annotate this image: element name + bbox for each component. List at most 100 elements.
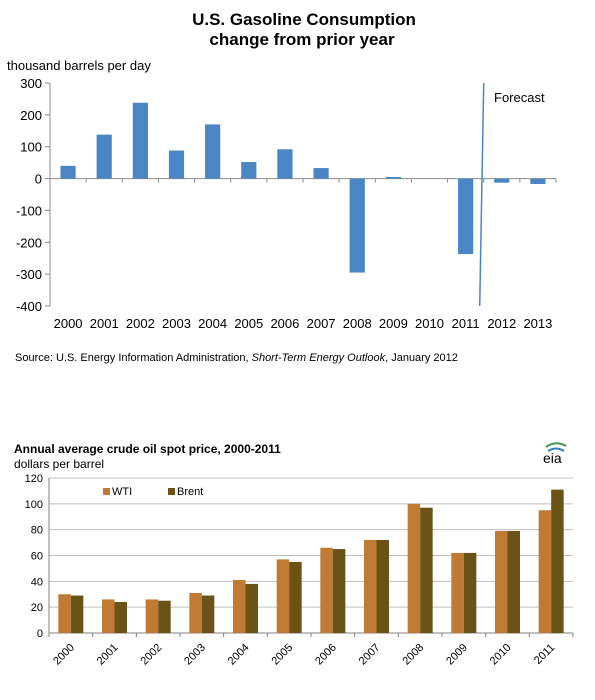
source-note: Source: U.S. Energy Information Administ… [15,352,458,364]
wti-bar-2008 [407,503,421,633]
eia-logo-arc-1 [545,442,567,448]
bottom-x-label-2006: 2006 [313,642,339,668]
eia-logo-text: eia [543,450,562,466]
gasoline-bar-2004 [205,124,221,179]
top-x-label-2013: 2013 [523,316,552,331]
top-chart-title-line1: U.S. Gasoline Consumption [192,10,416,29]
top-x-label-2000: 2000 [54,316,83,331]
brent-bar-2008 [420,507,433,633]
bottom-x-label-2011: 2011 [532,642,557,667]
bottom-x-label-2000: 2000 [51,642,77,668]
brent-bar-2006 [332,549,346,633]
bottom-x-label-2009: 2009 [444,642,470,668]
wti-bar-2002 [145,599,159,633]
top-y-tick-label: 100 [20,140,42,155]
bottom-y-tick-label: 20 [31,602,43,614]
top-y-tick-label: 200 [20,108,42,123]
wti-bar-2009 [451,552,464,633]
gasoline-bar-2005 [241,162,257,179]
top-x-label-2001: 2001 [90,316,119,331]
gasoline-bar-2001 [96,134,112,179]
source-prefix: Source: U.S. Energy Information Administ… [15,352,252,364]
gasoline-bar-2002 [132,102,148,179]
bottom-y-tick-label: 100 [25,499,43,511]
bottom-x-label-2008: 2008 [400,642,426,668]
gasoline-bar-2009 [385,176,401,179]
source-suffix: , January 2012 [385,352,458,364]
bottom-x-label-2010: 2010 [488,642,514,668]
top-x-label-2006: 2006 [270,316,299,331]
top-x-label-2007: 2007 [307,316,336,331]
gasoline-bar-2000 [60,165,76,179]
bottom-legend: WTI Brent [103,486,203,498]
wti-bar-2010 [495,530,508,633]
top-y-tick-label: 300 [20,76,42,91]
legend-swatch-wti [103,488,110,495]
bottom-x-label-2003: 2003 [182,642,208,668]
top-x-axis: 2000 2001 2002 2003 2004 2005 2006 2007 2008 2009… [54,316,553,331]
top-y-tick-label: -200 [16,235,42,250]
wti-bar-2011 [538,510,552,633]
bottom-x-label-2007: 2007 [357,642,383,668]
top-x-label-2005: 2005 [234,316,263,331]
bottom-y-tick-label: 120 [25,473,43,485]
gasoline-consumption-chart: U.S. Gasoline Consumption change from pr… [7,10,557,364]
gasoline-bar-2006 [277,149,293,179]
legend-label-brent: Brent [177,486,203,498]
bottom-bars [58,489,564,633]
eia-logo: eia [543,442,567,466]
bottom-y-tick-label: 40 [31,576,43,588]
top-chart-title-line2: change from prior year [209,30,395,49]
top-x-label-2010: 2010 [415,316,444,331]
wti-bar-2007 [364,540,377,633]
bottom-x-label-2001: 2001 [95,642,121,668]
brent-bar-2003 [201,595,215,633]
brent-bar-2001 [114,602,127,633]
wti-bar-2001 [102,599,115,633]
top-x-label-2012: 2012 [487,316,516,331]
top-x-label-2002: 2002 [126,316,155,331]
brent-bar-2011 [551,489,564,633]
legend-label-wti: WTI [112,486,132,498]
gasoline-bar-2013 [530,178,546,184]
gasoline-bar-2012 [494,178,510,183]
gasoline-bar-2008 [349,178,365,273]
bottom-y-tick-label: 60 [31,551,43,563]
top-x-label-2008: 2008 [343,316,372,331]
brent-bar-2005 [289,561,302,633]
brent-bar-2009 [463,552,477,633]
wti-bar-2004 [233,580,246,633]
forecast-label: Forecast [494,90,545,105]
top-y-tick-label: -300 [16,267,42,282]
bottom-x-axis: 2000 2001 2002 2003 2004 2005 2006 2007 2008 2009… [51,642,557,668]
bottom-x-label-2002: 2002 [138,642,164,668]
forecast-divider-line [478,82,485,307]
top-x-label-2003: 2003 [162,316,191,331]
brent-bar-2004 [245,583,258,633]
brent-bar-2002 [158,600,171,633]
eia-logo-arc-2 [547,447,565,452]
top-bars [60,102,546,273]
bottom-gridlines [49,477,573,608]
bottom-chart-unit-label: dollars per barrel [14,457,104,471]
wti-bar-2005 [276,559,290,633]
top-chart-unit-label: thousand barrels per day [7,58,151,73]
top-x-label-2004: 2004 [198,316,227,331]
gasoline-bar-2007 [313,168,329,179]
brent-bar-2010 [507,530,520,633]
wti-bar-2003 [189,592,202,633]
bottom-x-label-2005: 2005 [269,642,295,668]
brent-bar-2007 [376,540,389,633]
bottom-x-label-2004: 2004 [226,642,252,668]
top-x-label-2011: 2011 [452,316,480,331]
brent-bar-2000 [70,595,84,633]
bottom-chart-title: Annual average crude oil spot price, 200… [14,442,281,456]
top-y-axis: -400 -300 -200 -100 0 100 200 300 [16,76,557,314]
bottom-y-tick-label: 80 [31,525,43,537]
bottom-y-axis: 0 20 40 60 80 100 120 [25,473,574,640]
top-y-tick-label: -400 [16,299,42,314]
gasoline-bar-2011 [458,178,474,255]
top-x-label-2009: 2009 [379,316,408,331]
top-y-tick-label: -100 [16,203,42,218]
top-y-tick-label: 0 [35,172,42,187]
